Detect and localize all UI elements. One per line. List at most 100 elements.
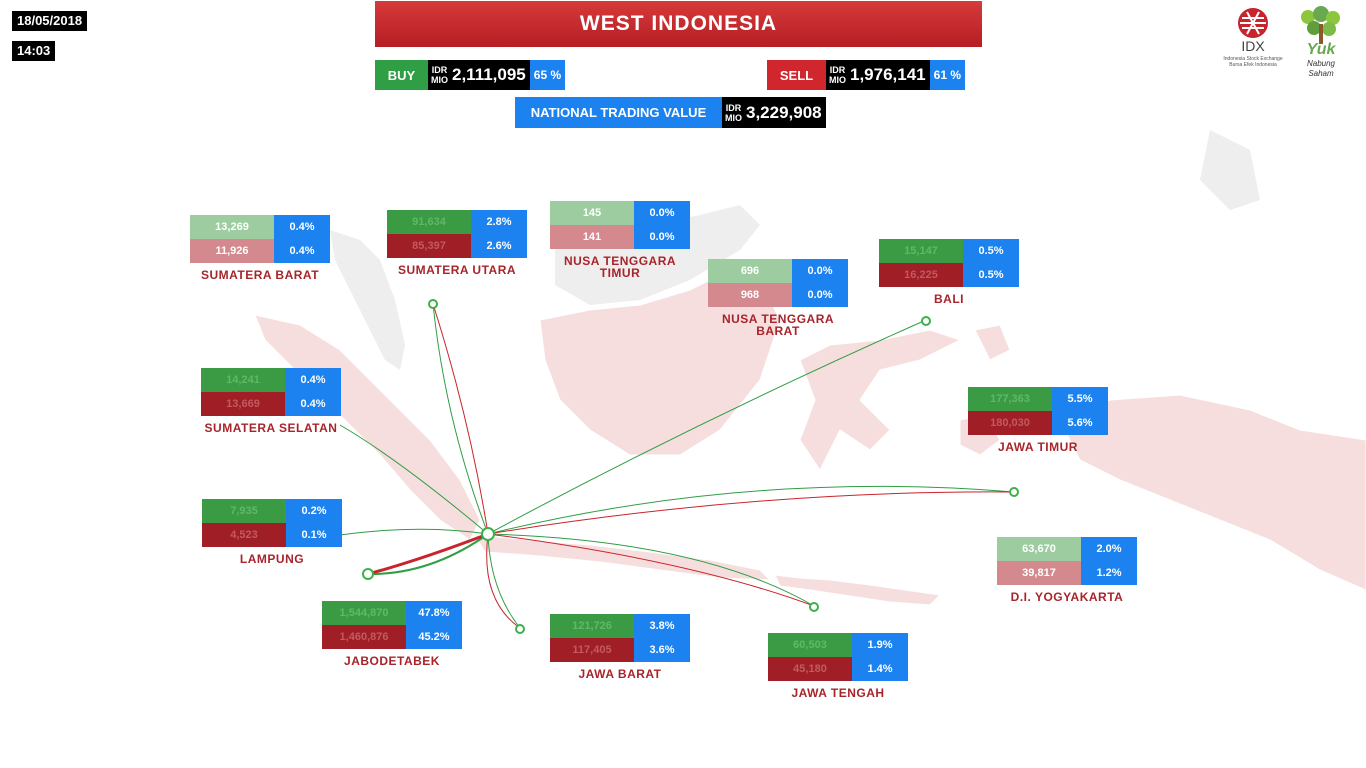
region-sell-value: 16,225	[879, 263, 963, 287]
region-sell-value: 45,180	[768, 657, 852, 681]
region-sell-value: 180,030	[968, 411, 1052, 435]
sell-summary: SELL IDR MIO 1,976,141 61 %	[767, 60, 965, 90]
region-sell-value: 39,817	[997, 561, 1081, 585]
region-sell-percent: 2.6%	[471, 234, 527, 258]
region-buy-value: 91,634	[387, 210, 471, 234]
buy-currency: IDR MIO	[428, 60, 451, 90]
region-sell-percent: 0.5%	[963, 263, 1019, 287]
region-table: 15,147 0.5% 16,225 0.5%	[879, 239, 1019, 287]
region-buy-percent: 2.8%	[471, 210, 527, 234]
region-buy-percent: 3.8%	[634, 614, 690, 638]
flow-jabar-sell	[486, 533, 521, 629]
region-table: 177,363 5.5% 180,030 5.6%	[968, 387, 1108, 435]
flow-endpoints	[362, 299, 1019, 634]
region-table: 60,503 1.9% 45,180 1.4%	[768, 633, 908, 681]
region-sell-percent: 0.0%	[792, 283, 848, 307]
yuk-logo-sub1: Nabung	[1307, 59, 1336, 68]
region-sumatera-utara: 91,634 2.8% 85,397 2.6% SUMATERA UTARA	[387, 210, 527, 276]
region-sell-percent: 0.0%	[634, 225, 690, 249]
region-name: D.I. YOGYAKARTA	[1010, 590, 1124, 604]
region-lampung: 7,935 0.2% 4,523 0.1% LAMPUNG	[202, 499, 342, 565]
region-sell-value: 4,523	[202, 523, 286, 547]
region-bali: 15,147 0.5% 16,225 0.5% BALI	[879, 239, 1019, 305]
region-buy-value: 696	[708, 259, 792, 283]
idx-logo-sub2: Bursa Efek Indonesia	[1229, 62, 1277, 68]
region-buy-value: 60,503	[768, 633, 852, 657]
logos: IDX Indonesia Stock Exchange Bursa Efek …	[1223, 6, 1340, 78]
hub-node	[481, 527, 495, 541]
region-name: JAWA TENGAH	[791, 686, 885, 700]
region-name: LAMPUNG	[239, 552, 305, 566]
buy-label: BUY	[375, 60, 428, 90]
region-table: 63,670 2.0% 39,817 1.2%	[997, 537, 1137, 585]
region-buy-value: 1,544,870	[322, 601, 406, 625]
national-trading-label: NATIONAL TRADING VALUE	[515, 97, 722, 128]
region-sell-percent: 45.2%	[406, 625, 462, 649]
flow-lines	[339, 303, 1015, 629]
region-name: JABODETABEK	[344, 654, 440, 668]
region-buy-value: 145	[550, 201, 634, 225]
region-buy-percent: 0.5%	[963, 239, 1019, 263]
region-buy-percent: 47.8%	[406, 601, 462, 625]
region-d-i-yogyakarta: 63,670 2.0% 39,817 1.2% D.I. YOGYAKARTA	[997, 537, 1137, 603]
region-sell-value: 1,460,876	[322, 625, 406, 649]
region-jawa-barat: 121,726 3.8% 117,405 3.6% JAWA BARAT	[550, 614, 690, 680]
region-table: 1,544,870 47.8% 1,460,876 45.2%	[322, 601, 462, 649]
region-buy-value: 121,726	[550, 614, 634, 638]
region-name: SUMATERA BARAT	[200, 268, 320, 282]
sell-value: 1,976,141	[849, 60, 930, 90]
yuk-logo-text: Yuk	[1307, 41, 1337, 58]
flow-jateng-sell	[487, 533, 815, 607]
region-buy-percent: 0.4%	[285, 368, 341, 392]
region-sell-value: 968	[708, 283, 792, 307]
region-table: 91,634 2.8% 85,397 2.6%	[387, 210, 527, 258]
region-table: 14,241 0.4% 13,669 0.4%	[201, 368, 341, 416]
region-jawa-timur: 177,363 5.5% 180,030 5.6% JAWA TIMUR	[968, 387, 1108, 453]
region-buy-percent: 1.9%	[852, 633, 908, 657]
national-trading-value: 3,229,908	[745, 97, 826, 128]
sell-label: SELL	[767, 60, 826, 90]
region-buy-value: 7,935	[202, 499, 286, 523]
idx-logo-text: IDX	[1241, 38, 1265, 54]
region-buy-value: 177,363	[968, 387, 1052, 411]
flow-lampung-buy	[339, 528, 489, 536]
flow-sumsel-buy	[339, 424, 489, 535]
flow-jatim-sell	[487, 491, 1015, 535]
region-sell-percent: 3.6%	[634, 638, 690, 662]
region-name: NUSA TENGGARA TIMUR	[563, 254, 677, 280]
region-jawa-tengah: 60,503 1.9% 45,180 1.4% JAWA TENGAH	[768, 633, 908, 699]
region-table: 121,726 3.8% 117,405 3.6%	[550, 614, 690, 662]
region-nusa-tenggara-timur: 145 0.0% 141 0.0% NUSA TENGGARA TIMUR	[550, 201, 690, 279]
region-name: SUMATERA UTARA	[397, 263, 517, 277]
region-name: BALI	[934, 292, 964, 306]
flow-jabar-buy	[487, 533, 521, 629]
idx-logo-icon: IDX Indonesia Stock Exchange Bursa Efek …	[1223, 8, 1283, 68]
yuk-nabung-saham-logo-icon: Yuk Nabung Saham	[1301, 6, 1340, 78]
node-jawa-barat	[515, 624, 525, 634]
node-bali	[921, 316, 931, 326]
sell-currency: IDR MIO	[826, 60, 849, 90]
region-buy-percent: 0.0%	[634, 201, 690, 225]
region-buy-percent: 0.2%	[286, 499, 342, 523]
region-table: 13,269 0.4% 11,926 0.4%	[190, 215, 330, 263]
region-sumatera-barat: 13,269 0.4% 11,926 0.4% SUMATERA BARAT	[190, 215, 330, 281]
buy-percent: 65 %	[529, 60, 566, 90]
region-buy-percent: 0.4%	[274, 215, 330, 239]
page-title: WEST INDONESIA	[375, 1, 982, 47]
region-sell-value: 117,405	[550, 638, 634, 662]
buy-value: 2,111,095	[451, 60, 530, 90]
region-buy-value: 14,241	[201, 368, 285, 392]
region-jabodetabek: 1,544,870 47.8% 1,460,876 45.2% JABODETABEK	[322, 601, 462, 667]
buy-summary: BUY IDR MIO 2,111,095 65 %	[375, 60, 566, 90]
buy-currency-top: IDR	[431, 65, 448, 75]
flow-jatim-buy	[487, 485, 1015, 535]
region-name: JAWA TIMUR	[998, 440, 1078, 454]
region-sell-value: 141	[550, 225, 634, 249]
region-table: 696 0.0% 968 0.0%	[708, 259, 848, 307]
time-label: 14:03	[12, 41, 56, 61]
national-currency-bottom: MIO	[725, 112, 742, 123]
idx-logo-sub1: Indonesia Stock Exchange	[1223, 56, 1282, 62]
region-buy-percent: 2.0%	[1081, 537, 1137, 561]
region-sell-percent: 0.1%	[286, 523, 342, 547]
flow-jabodetabek-buy	[367, 533, 489, 576]
